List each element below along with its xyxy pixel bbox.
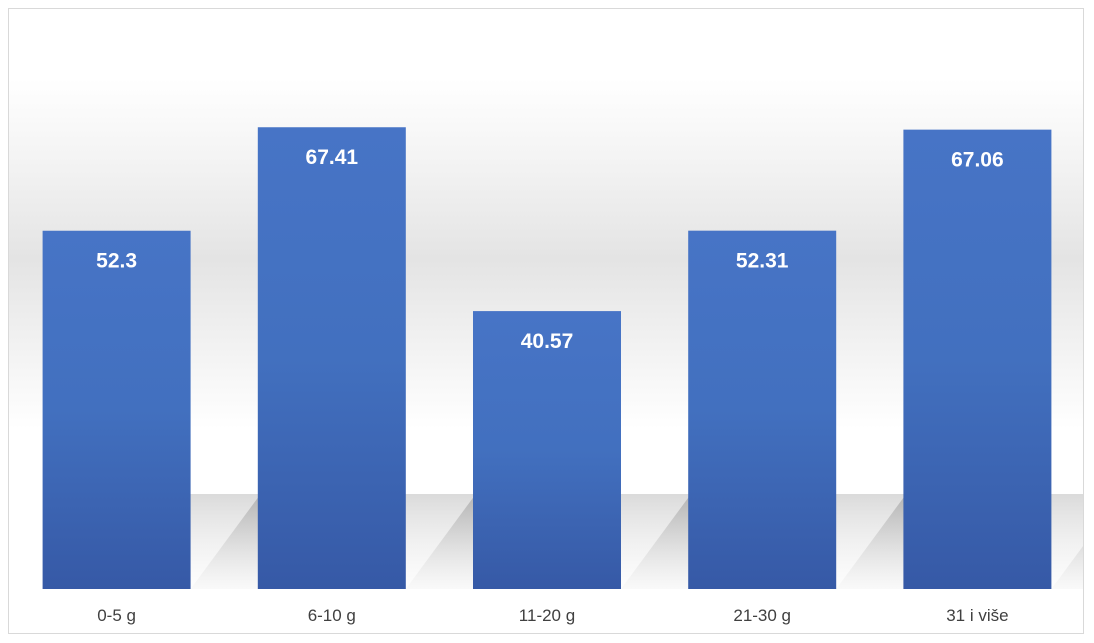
- bar-2: [257, 127, 406, 589]
- bar-5: [903, 129, 1052, 589]
- category-label: 21-30 g: [733, 606, 791, 625]
- value-label: 67.06: [951, 149, 1004, 172]
- value-label: 52.3: [96, 250, 137, 273]
- category-label: 0-5 g: [97, 606, 136, 625]
- value-label: 40.57: [521, 330, 574, 353]
- category-label: 11-20 g: [519, 606, 575, 625]
- category-label: 31 i više: [946, 606, 1008, 625]
- bars-group: [42, 127, 1052, 589]
- bar-3: [473, 311, 621, 589]
- category-labels-group: 0-5 g 6-10 g 11-20 g 21-30 g 31 i više: [97, 606, 1008, 625]
- chart-area: 52.3 67.41 40.57 52.31 67.06 0-5 g 6-10 g 11-2…: [8, 8, 1084, 634]
- value-label: 52.31: [736, 250, 789, 273]
- bar-4: [688, 230, 837, 589]
- value-labels-group: 52.3 67.41 40.57 52.31 67.06: [96, 146, 1004, 353]
- bar-chart: 52.3 67.41 40.57 52.31 67.06 0-5 g 6-10 g 11-2…: [42, 127, 1083, 625]
- category-label: 6-10 g: [308, 606, 356, 625]
- bar-1: [42, 230, 191, 589]
- value-label: 67.41: [306, 146, 359, 169]
